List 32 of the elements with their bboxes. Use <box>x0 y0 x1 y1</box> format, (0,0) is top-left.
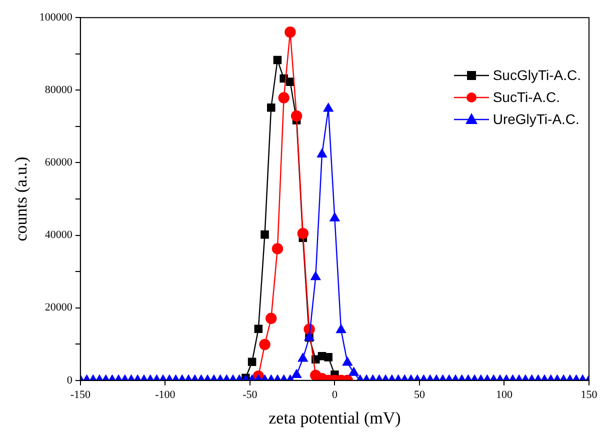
x-tick-label: 150 <box>580 388 598 401</box>
y-tick-label: 20000 <box>44 302 73 314</box>
point <box>297 228 309 240</box>
point <box>286 78 294 86</box>
x-tick-label: -150 <box>70 388 91 401</box>
x-tick-label: 0 <box>332 388 338 401</box>
point <box>278 92 290 104</box>
point <box>324 353 332 362</box>
x-tick-label: -100 <box>155 388 176 401</box>
legend-label: UreGlyTi-A.C. <box>492 110 580 129</box>
legend-label: SucTi-A.C. <box>492 88 560 107</box>
legend-label: SucGlyTi-A.C. <box>492 66 581 85</box>
x-tick-label: -50 <box>242 388 258 401</box>
point <box>266 103 276 112</box>
point <box>260 230 269 239</box>
point <box>272 243 284 254</box>
point <box>273 56 282 64</box>
x-tick-label: 100 <box>496 388 513 401</box>
point <box>259 338 270 350</box>
point <box>248 358 256 366</box>
point <box>254 324 263 334</box>
y-tick-label: 60000 <box>44 156 73 169</box>
point <box>266 312 277 324</box>
point <box>290 110 302 122</box>
y-tick-label: 40000 <box>44 229 73 242</box>
x-tick-label: 50 <box>414 388 426 401</box>
y-tick-label: 100000 <box>39 11 73 24</box>
y-axis-title: counts (a.u.) <box>12 156 31 242</box>
y-tick-label: 80000 <box>44 84 73 96</box>
point <box>284 26 296 38</box>
y-tick-label: 0 <box>66 374 73 386</box>
x-axis-title: zeta potential (mV) <box>268 408 401 428</box>
